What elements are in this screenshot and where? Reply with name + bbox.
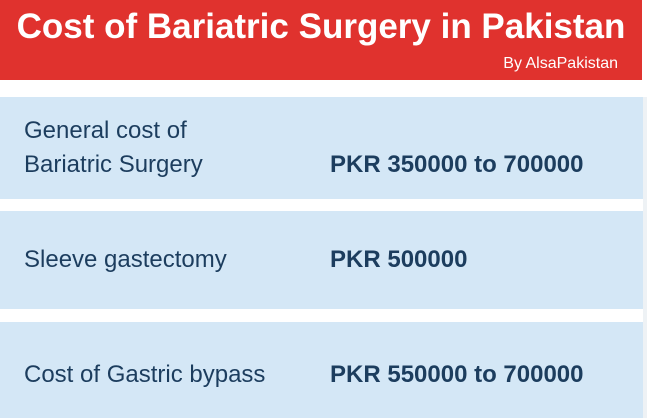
- procedure-label-line: Cost of Gastric bypass: [24, 361, 266, 388]
- table-row: Sleeve gastectomy PKR 500000: [0, 211, 643, 309]
- row-divider: [40, 309, 590, 322]
- procedure-label: Cost of Gastric bypass: [24, 358, 265, 392]
- procedure-label-line: General cost of: [24, 117, 187, 144]
- table-edge-shadow: [643, 97, 647, 418]
- procedure-label-line: Bariatric Surgery: [24, 151, 203, 178]
- cost-value: PKR 350000 to 700000: [330, 151, 584, 178]
- table-row: General cost of Bariatric Surgery PKR 35…: [0, 97, 643, 199]
- row-divider: [40, 199, 590, 211]
- table-row: Cost of Gastric bypass PKR 550000 to 700…: [0, 322, 643, 418]
- cost-table: General cost of Bariatric Surgery PKR 35…: [0, 97, 647, 418]
- procedure-label: Sleeve gastectomy: [24, 243, 227, 277]
- page-title: Cost of Bariatric Surgery in Pakistan: [16, 7, 626, 46]
- procedure-label-line: Sleeve gastectomy: [24, 246, 227, 273]
- attribution-text: By AlsaPakistan: [503, 55, 618, 72]
- title-banner: Cost of Bariatric Surgery in Pakistan By…: [0, 0, 642, 80]
- cost-value: PKR 550000 to 700000: [330, 361, 584, 388]
- cost-value: PKR 500000: [330, 246, 468, 273]
- procedure-label: General cost of Bariatric Surgery: [24, 114, 203, 182]
